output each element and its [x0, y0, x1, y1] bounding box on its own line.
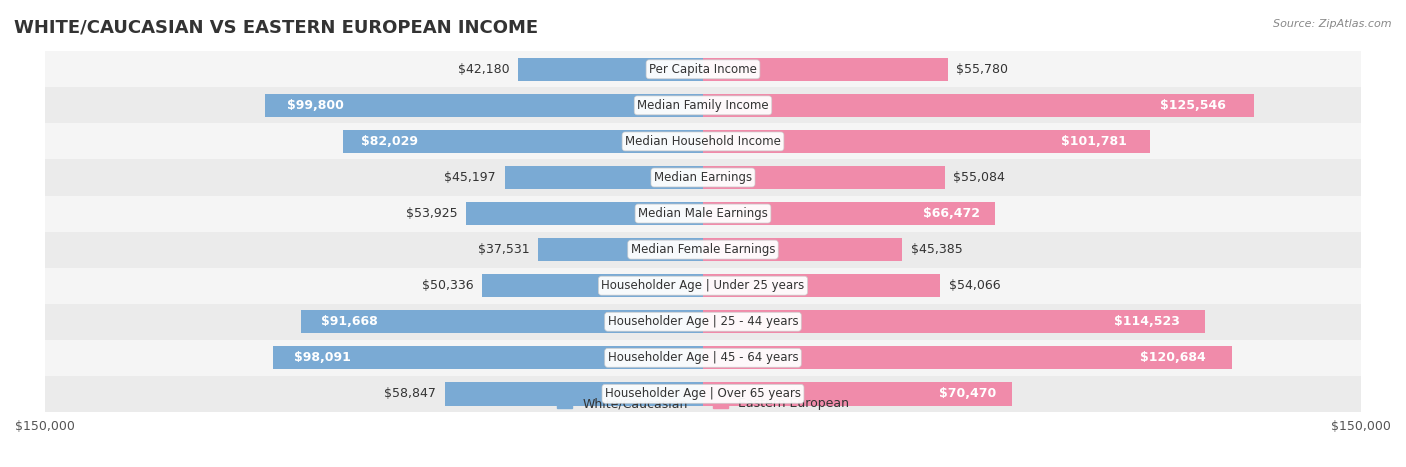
- Text: Median Earnings: Median Earnings: [654, 171, 752, 184]
- Bar: [703, 94, 1254, 117]
- Bar: [703, 202, 994, 225]
- Text: $55,084: $55,084: [953, 171, 1005, 184]
- Bar: [45, 268, 1361, 304]
- Text: Per Capita Income: Per Capita Income: [650, 63, 756, 76]
- Text: $54,066: $54,066: [949, 279, 1001, 292]
- Legend: White/Caucasian, Eastern European: White/Caucasian, Eastern European: [551, 391, 855, 417]
- Text: Householder Age | Over 65 years: Householder Age | Over 65 years: [605, 387, 801, 400]
- Text: Median Household Income: Median Household Income: [626, 135, 780, 148]
- Text: Source: ZipAtlas.com: Source: ZipAtlas.com: [1274, 19, 1392, 28]
- Text: $50,336: $50,336: [422, 279, 474, 292]
- Text: $53,925: $53,925: [406, 207, 457, 220]
- Text: $42,180: $42,180: [457, 63, 509, 76]
- Text: $45,385: $45,385: [911, 243, 963, 256]
- Bar: [266, 94, 703, 117]
- Bar: [538, 238, 703, 262]
- Text: $125,546: $125,546: [1160, 99, 1226, 112]
- Bar: [45, 304, 1361, 340]
- Text: $114,523: $114,523: [1115, 315, 1180, 328]
- Bar: [343, 130, 703, 153]
- Text: $82,029: $82,029: [361, 135, 418, 148]
- Text: $91,668: $91,668: [321, 315, 378, 328]
- Bar: [45, 196, 1361, 232]
- Bar: [703, 310, 1205, 333]
- Bar: [505, 166, 703, 189]
- Bar: [301, 310, 703, 333]
- Bar: [482, 274, 703, 297]
- Bar: [273, 346, 703, 369]
- Bar: [703, 238, 903, 262]
- Text: $45,197: $45,197: [444, 171, 496, 184]
- Bar: [703, 346, 1233, 369]
- Bar: [703, 382, 1012, 405]
- Text: $98,091: $98,091: [294, 351, 352, 364]
- Bar: [45, 87, 1361, 123]
- Text: Median Female Earnings: Median Female Earnings: [631, 243, 775, 256]
- Bar: [703, 130, 1150, 153]
- Text: $101,781: $101,781: [1062, 135, 1128, 148]
- Text: Median Family Income: Median Family Income: [637, 99, 769, 112]
- Bar: [703, 274, 941, 297]
- Text: Median Male Earnings: Median Male Earnings: [638, 207, 768, 220]
- Bar: [517, 57, 703, 81]
- Bar: [45, 376, 1361, 412]
- Bar: [703, 166, 945, 189]
- Bar: [703, 57, 948, 81]
- Text: Householder Age | Under 25 years: Householder Age | Under 25 years: [602, 279, 804, 292]
- Text: Householder Age | 45 - 64 years: Householder Age | 45 - 64 years: [607, 351, 799, 364]
- Bar: [45, 232, 1361, 268]
- Text: WHITE/CAUCASIAN VS EASTERN EUROPEAN INCOME: WHITE/CAUCASIAN VS EASTERN EUROPEAN INCO…: [14, 19, 538, 37]
- Bar: [467, 202, 703, 225]
- Text: $55,780: $55,780: [956, 63, 1008, 76]
- Bar: [45, 123, 1361, 159]
- Text: Householder Age | 25 - 44 years: Householder Age | 25 - 44 years: [607, 315, 799, 328]
- Text: $66,472: $66,472: [922, 207, 980, 220]
- Text: $99,800: $99,800: [287, 99, 344, 112]
- Bar: [444, 382, 703, 405]
- Bar: [45, 340, 1361, 376]
- Bar: [45, 51, 1361, 87]
- Bar: [45, 159, 1361, 196]
- Text: $70,470: $70,470: [939, 387, 997, 400]
- Text: $58,847: $58,847: [384, 387, 436, 400]
- Text: $120,684: $120,684: [1140, 351, 1206, 364]
- Text: $37,531: $37,531: [478, 243, 530, 256]
